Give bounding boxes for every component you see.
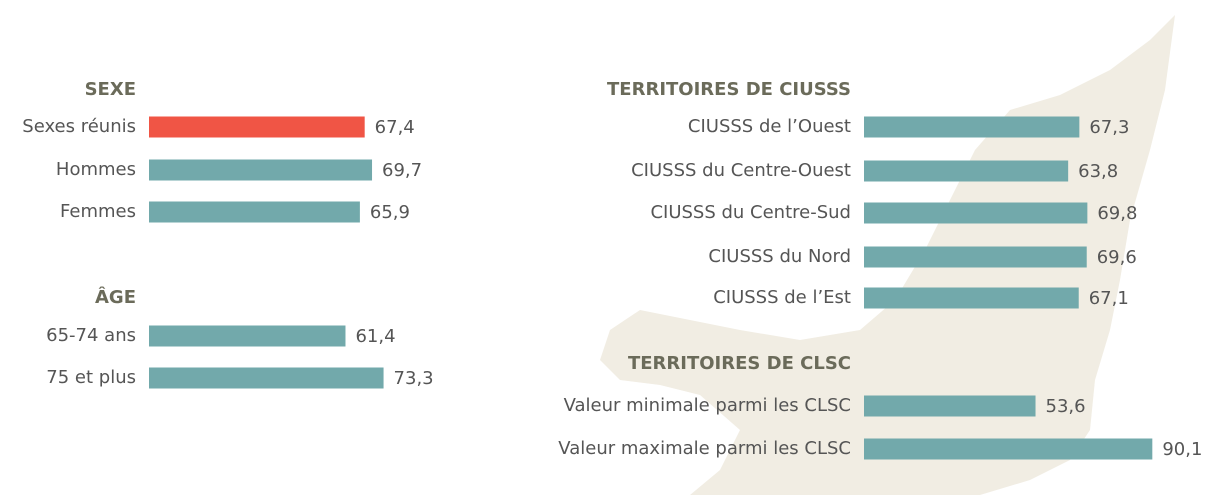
value-label: 69,6 [1097, 247, 1137, 268]
bar [864, 160, 1069, 182]
value-label: 67,3 [1089, 117, 1129, 138]
category-label: Valeur maximale parmi les CLSC [558, 438, 851, 459]
value-label: 69,8 [1097, 203, 1137, 224]
value-label: 53,6 [1046, 396, 1086, 417]
category-label: Sexes réunis [22, 116, 136, 137]
section-title: SEXE [85, 79, 136, 100]
category-label: CIUSSS du Centre-Ouest [631, 160, 851, 181]
category-label: Valeur minimale parmi les CLSC [564, 395, 851, 416]
bar [864, 246, 1087, 268]
category-label: CIUSSS du Nord [708, 246, 851, 267]
value-label: 63,8 [1078, 161, 1118, 182]
bar [149, 159, 373, 181]
bar [864, 438, 1153, 460]
value-label: 90,1 [1162, 439, 1202, 460]
section-title: TERRITOIRES DE CIUSSS [607, 79, 851, 100]
category-label: Hommes [56, 159, 136, 180]
bar [864, 116, 1080, 138]
bar [149, 367, 384, 389]
section-title: ÂGE [95, 286, 136, 308]
value-label: 67,4 [375, 117, 415, 138]
category-label: CIUSSS de l’Ouest [688, 116, 851, 137]
bar [149, 116, 365, 138]
value-label: 65,9 [370, 202, 410, 223]
bar [864, 395, 1036, 417]
value-label: 73,3 [394, 368, 434, 389]
bar [149, 325, 346, 347]
category-label: Femmes [60, 201, 136, 222]
bar [864, 287, 1079, 309]
value-label: 61,4 [355, 326, 395, 347]
value-label: 69,7 [382, 160, 422, 181]
category-label: CIUSSS du Centre-Sud [650, 202, 851, 223]
category-label: CIUSSS de l’Est [713, 287, 851, 308]
bar [149, 201, 360, 223]
bar [864, 202, 1088, 224]
category-label: 65-74 ans [46, 325, 136, 346]
section-title: TERRITOIRES DE CLSC [628, 353, 851, 374]
value-label: 67,1 [1089, 288, 1129, 309]
category-label: 75 et plus [46, 367, 136, 388]
